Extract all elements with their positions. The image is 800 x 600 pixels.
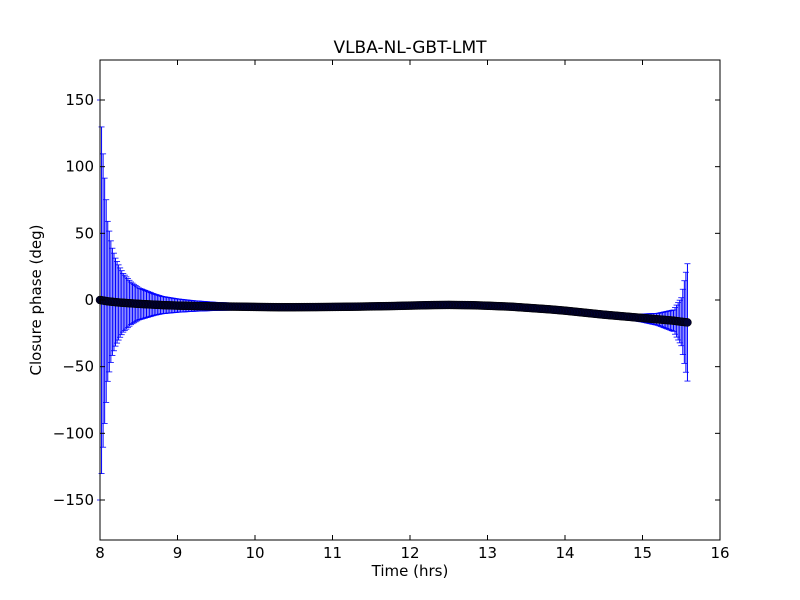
x-axis-ticks: 8 9 10 11 12 13 14 15 16 bbox=[95, 60, 730, 562]
y-tick-label: −150 bbox=[53, 491, 94, 509]
plot-frame bbox=[99, 59, 721, 541]
y-axis-ticks: −150 −100 −50 0 50 100 150 bbox=[53, 91, 720, 509]
x-tick-label: 15 bbox=[633, 544, 652, 562]
x-tick-label: 14 bbox=[555, 544, 574, 562]
x-tick-label: 10 bbox=[245, 544, 264, 562]
y-axis-label: Closure phase (deg) bbox=[27, 225, 45, 376]
x-tick-label: 12 bbox=[400, 544, 419, 562]
x-tick-label: 8 bbox=[95, 544, 105, 562]
x-tick-label: 9 bbox=[173, 544, 183, 562]
x-tick-label: 13 bbox=[478, 544, 497, 562]
x-tick-label: 11 bbox=[323, 544, 342, 562]
y-tick-label: 0 bbox=[84, 291, 94, 309]
x-tick-label: 16 bbox=[710, 544, 729, 562]
y-tick-label: −100 bbox=[53, 424, 94, 442]
chart-title: VLBA-NL-GBT-LMT bbox=[333, 38, 487, 58]
y-tick-label: 100 bbox=[65, 158, 94, 176]
data-points bbox=[95, 295, 692, 327]
x-axis-label: Time (hrs) bbox=[371, 562, 449, 580]
y-tick-label: 150 bbox=[65, 91, 94, 109]
data-point bbox=[683, 318, 692, 327]
y-tick-label: −50 bbox=[62, 358, 94, 376]
error-bars bbox=[97, 99, 691, 501]
y-tick-label: 50 bbox=[75, 224, 94, 242]
